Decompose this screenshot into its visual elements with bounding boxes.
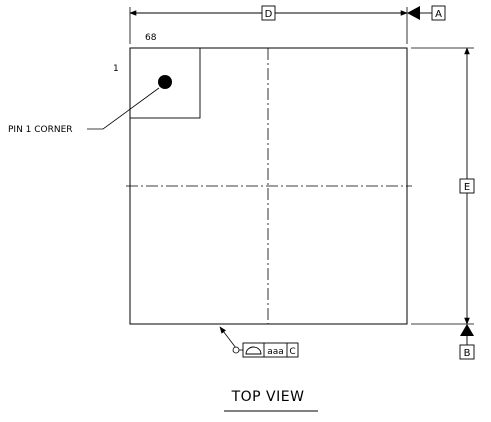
pin-one-callout: PIN 1 CORNER <box>8 87 160 135</box>
dimension-d-label: D <box>265 9 273 20</box>
flatness-control-frame: aaa C <box>219 326 299 358</box>
datum-b-box <box>459 344 475 360</box>
pin-count-label: 68 <box>145 33 157 43</box>
extension-lines <box>129 7 474 325</box>
dimension-d: D <box>129 5 408 21</box>
pin-one-callout-text: PIN 1 CORNER <box>8 125 73 135</box>
pin-one-number: 1 <box>113 64 119 74</box>
centerlines <box>126 48 412 324</box>
flatness-datum: C <box>289 347 295 357</box>
view-title-text: TOP VIEW <box>231 389 305 405</box>
dimension-e: E <box>459 47 475 325</box>
datum-a-label: A <box>435 9 442 20</box>
datum-a: A <box>407 5 446 21</box>
datum-b: B <box>459 324 475 360</box>
flatness-symbol-icon <box>245 346 262 355</box>
datum-a-box <box>431 5 446 21</box>
dimension-e-label: E <box>464 182 470 193</box>
pin-one-corner: 68 1 <box>113 33 201 119</box>
flatness-tolerance: aaa <box>267 347 284 357</box>
pin-one-corner-box <box>129 47 201 119</box>
dimension-e-box <box>459 178 475 194</box>
view-title: TOP VIEW <box>224 389 318 412</box>
dimension-d-box <box>261 5 276 21</box>
datum-b-label: B <box>464 348 471 359</box>
pin-one-marker-dot <box>158 75 172 89</box>
